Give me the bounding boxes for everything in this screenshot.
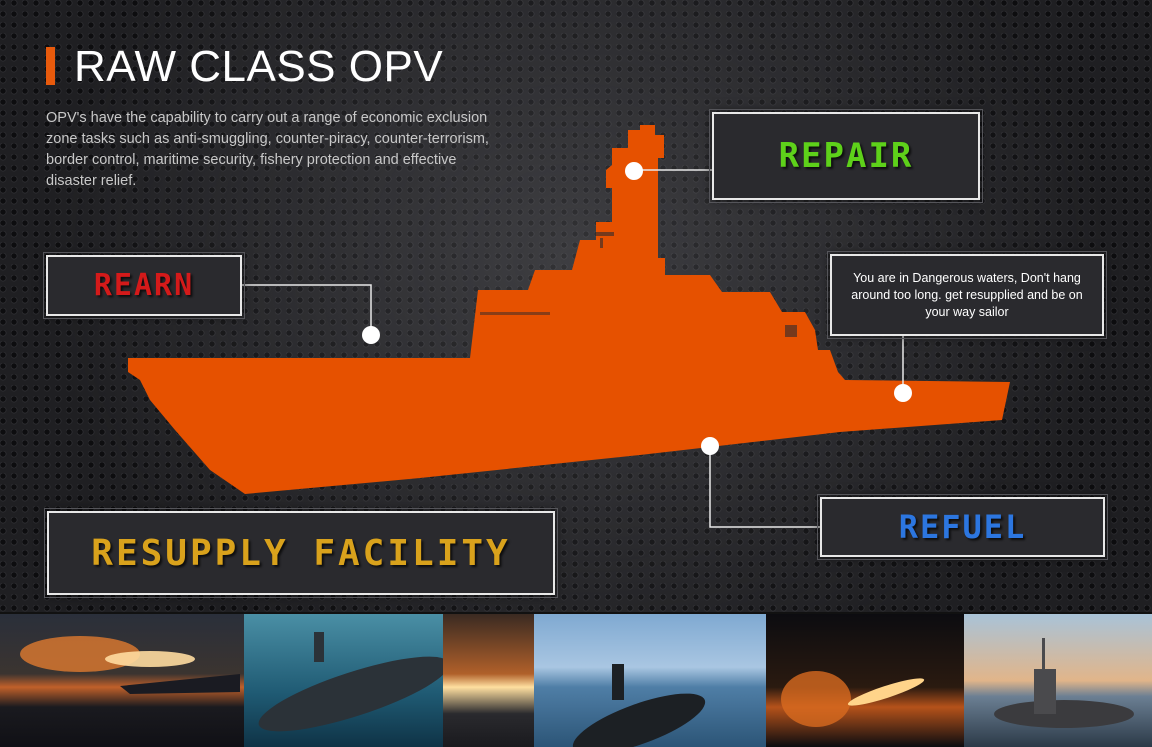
repair-label: REPAIR [778, 136, 914, 176]
submarine-surface-photo [534, 614, 766, 747]
info-callout-box: You are in Dangerous waters, Don't hang … [827, 251, 1107, 339]
submarine-underwater-photo [244, 614, 443, 747]
description-text: OPV's have the capability to carry out a… [46, 110, 489, 189]
repair-marker [625, 162, 643, 180]
refuel-label-box: REFUEL [817, 494, 1108, 560]
title-accent-bar [46, 47, 55, 85]
photo-strip [0, 612, 1152, 747]
missile-launch-photo [0, 614, 244, 747]
refuel-marker [701, 437, 719, 455]
refuel-label: REFUEL [898, 508, 1027, 546]
submarine-sunset-photo [964, 614, 1152, 747]
page-title: RAW CLASS OPV [74, 42, 444, 91]
rearn-label-box: REARN [43, 252, 245, 319]
rearn-label: REARN [93, 268, 195, 303]
rearn-marker [362, 326, 380, 344]
info-marker [894, 384, 912, 402]
night-missile-photo [766, 614, 964, 747]
ship-silhouette [128, 125, 1010, 494]
resupply-label-box: RESUPPLY FACILITY [44, 508, 558, 598]
repair-label-box: REPAIR [709, 109, 983, 203]
info-callout-text: You are in Dangerous waters, Don't hang … [851, 270, 1083, 319]
ship-deck-launch-photo [443, 614, 534, 747]
resupply-label: RESUPPLY FACILITY [91, 532, 511, 574]
